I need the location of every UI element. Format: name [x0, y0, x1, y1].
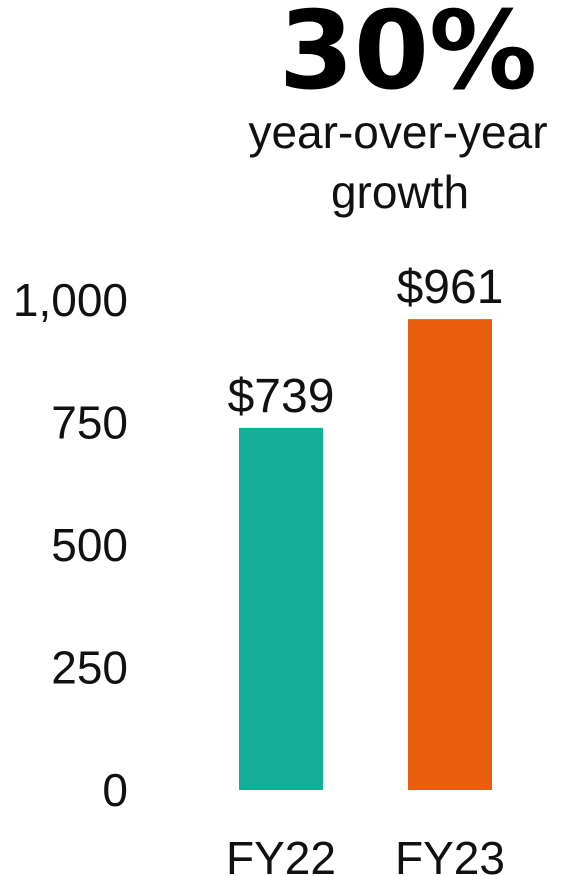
y-tick-label: 750 — [51, 397, 128, 449]
y-axis: 0 250 500 750 1,000 — [13, 274, 128, 816]
y-tick-label: 1,000 — [13, 274, 128, 326]
x-axis: FY22 FY23 — [226, 832, 505, 876]
x-category-label: FY23 — [395, 832, 505, 876]
y-tick-label: 500 — [51, 519, 128, 571]
y-tick-label: 250 — [51, 642, 128, 694]
bar-fy23 — [408, 319, 492, 790]
data-label-fy23: $961 — [397, 261, 504, 314]
data-labels: $739 $961 — [228, 261, 504, 423]
bars — [239, 319, 492, 790]
x-category-label: FY22 — [226, 832, 336, 876]
data-label-fy22: $739 — [228, 370, 335, 423]
y-tick-label: 0 — [102, 764, 128, 816]
growth-subtitle-line-1: year-over-year — [248, 106, 547, 158]
bar-fy22 — [239, 427, 323, 790]
growth-percentage: 30% — [279, 0, 538, 114]
growth-subtitle-line-2: growth — [331, 166, 469, 218]
